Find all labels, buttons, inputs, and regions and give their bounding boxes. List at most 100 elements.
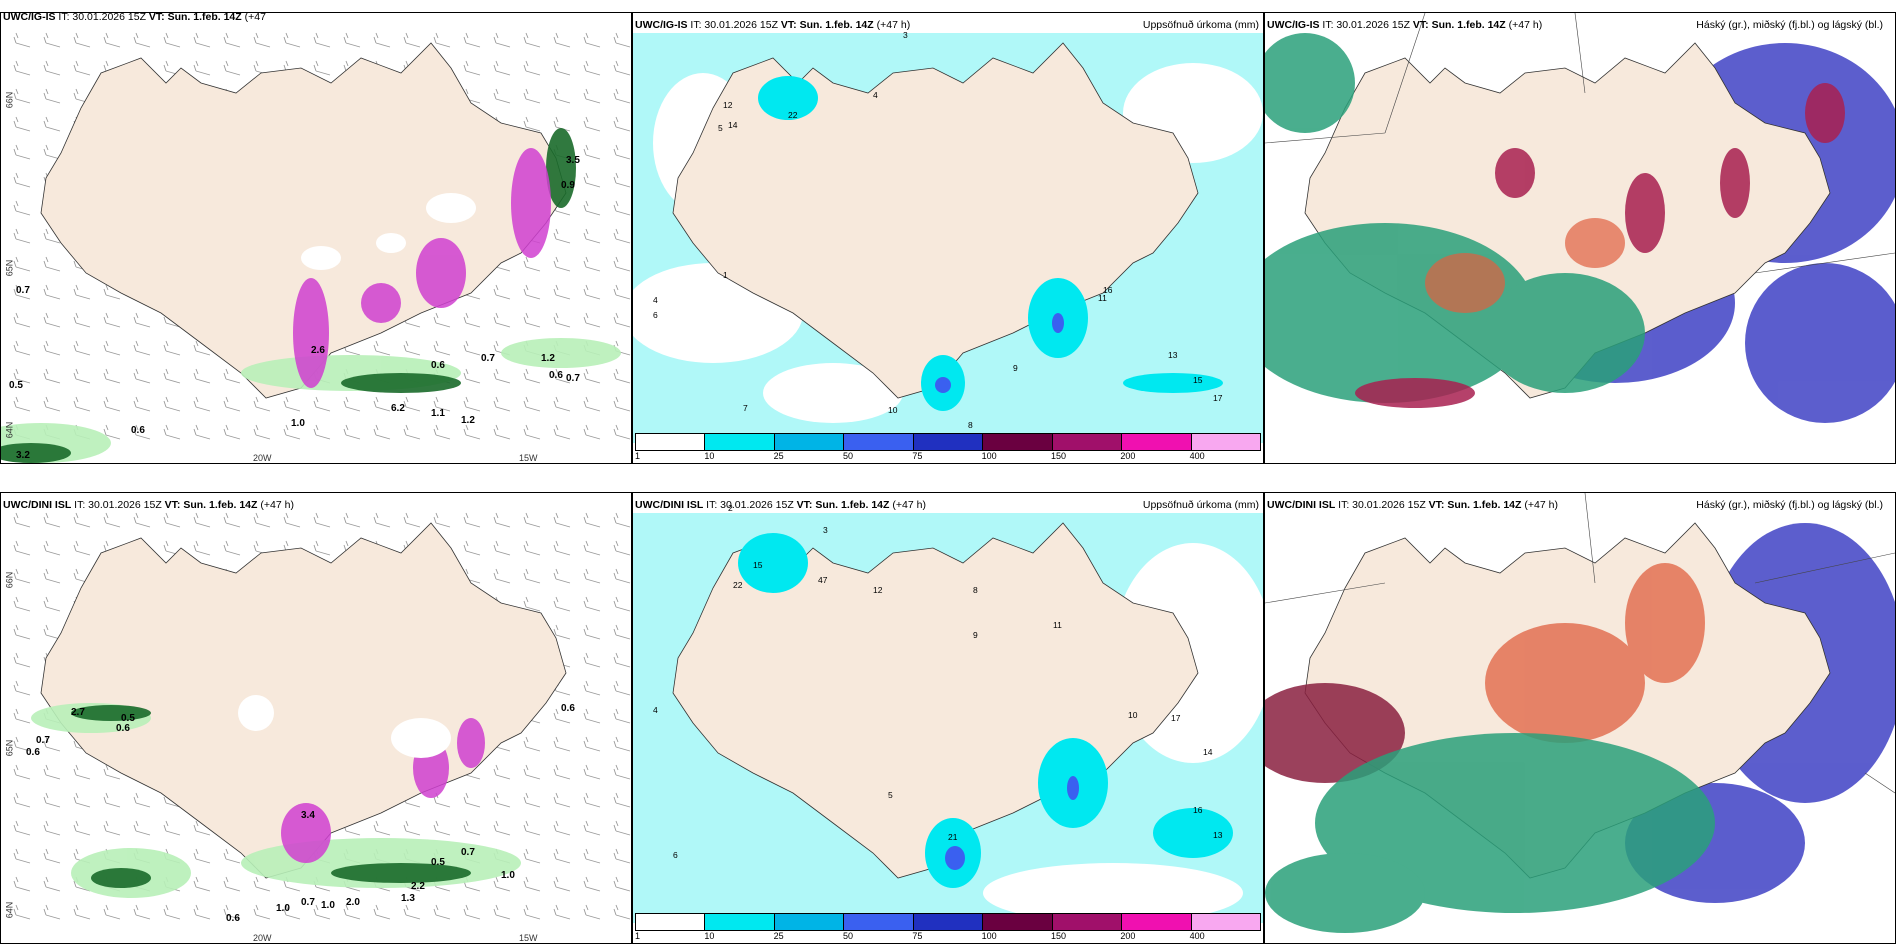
colorbar-swatch — [1191, 914, 1260, 930]
wind-barb-icon — [73, 540, 91, 556]
value-label: 2 — [728, 503, 733, 513]
wind-barb-icon — [433, 904, 451, 920]
precip-panel-bottom-unit: Uppsöfnuð úrkoma (mm) — [1142, 499, 1259, 511]
wind-barb-icon — [403, 396, 421, 412]
wind-barb-icon — [553, 512, 571, 528]
wind-barb-icon — [583, 652, 601, 668]
wind-barb-icon — [73, 792, 91, 808]
wind-barb-icon — [523, 116, 541, 132]
value-label: 1.0 — [291, 418, 305, 429]
wind-panel-bottom-title: UWC/DINI ISL IT: 30.01.2026 15Z VT: Sun.… — [3, 499, 294, 511]
colorbar-swatch — [844, 434, 914, 450]
wind-barb-icon — [433, 340, 451, 356]
wind-barb-icon — [43, 116, 61, 132]
wind-barb-icon — [13, 680, 31, 696]
wind-panel-bottom: 2.7 0.6 0.5 0.7 0.6 0.6 3.4 0.7 0.5 1.0 0.7 2.0 1.0 2… — [0, 492, 632, 944]
wind-barb-icon — [523, 792, 541, 808]
iceland-landmass — [672, 522, 1199, 879]
wind-barb-icon — [43, 568, 61, 584]
wind-barb-icon — [13, 200, 31, 216]
title-it: IT: 30.01.2026 15Z — [1322, 19, 1410, 31]
wind-barb-icon — [283, 32, 301, 48]
wind-barb-icon — [193, 848, 211, 864]
wind-barb-icon — [43, 144, 61, 160]
wind-barb-icon — [73, 512, 91, 528]
wind-barb-icon — [13, 340, 31, 356]
title-vt: VT: Sun. 1.feb. 14Z — [148, 12, 242, 23]
wind-barb-icon — [613, 512, 631, 528]
value-label: 0.5 — [9, 380, 23, 391]
value-label: 3.5 — [566, 155, 580, 166]
lat-label-65n: 65N — [4, 259, 15, 277]
value-label: 1.0 — [276, 903, 290, 914]
wind-barb-icon — [613, 764, 631, 780]
cloud-panel-top: UWC/IG-IS IT: 30.01.2026 15Z VT: Sun. 1.… — [1264, 12, 1896, 464]
wind-barb-icon — [583, 540, 601, 556]
colorbar-swatch — [1191, 434, 1260, 450]
colorbar-tick-label: 100 — [981, 931, 997, 941]
title-it: IT: 30.01.2026 15Z — [74, 499, 162, 511]
wind-barb-icon — [553, 540, 571, 556]
colorbar-tick-label: 400 — [1189, 931, 1205, 941]
colorbar-tick-label: 200 — [1120, 931, 1136, 941]
value-label: 3 — [823, 525, 828, 535]
wind-barb-icon — [493, 820, 511, 836]
wind-barb-icon — [103, 904, 121, 920]
cloud-panel-top-title: UWC/IG-IS IT: 30.01.2026 15Z VT: Sun. 1.… — [1267, 19, 1542, 31]
value-label: 0.7 — [566, 373, 580, 384]
wind-barb-icon — [163, 820, 181, 836]
wind-barb-icon — [103, 424, 121, 440]
wind-barb-icon — [433, 424, 451, 440]
wind-barb-icon — [283, 424, 301, 440]
wind-barb-icon — [103, 340, 121, 356]
wind-barb-icon — [223, 396, 241, 412]
wind-barb-icon — [103, 820, 121, 836]
wind-barb-icon — [583, 88, 601, 104]
wind-barb-icon — [493, 284, 511, 300]
wind-barb-icon — [553, 312, 571, 328]
precip-panel-top-title: UWC/IG-IS IT: 30.01.2026 15Z VT: Sun. 1.… — [635, 19, 910, 31]
wind-barb-icon — [13, 736, 31, 752]
wind-barb-icon — [193, 820, 211, 836]
title-model: UWC/IG-IS — [635, 19, 688, 31]
wind-barb-icon — [493, 312, 511, 328]
value-label: 0.6 — [561, 703, 575, 714]
wind-barb-icon — [163, 424, 181, 440]
wind-barb-icon — [613, 820, 631, 836]
value-label: 1.3 — [401, 893, 415, 904]
wind-barb-icon — [613, 116, 631, 132]
title-model: UWC/IG-IS — [1267, 19, 1320, 31]
wind-barb-icon — [13, 540, 31, 556]
wind-barb-icon — [163, 512, 181, 528]
wind-barb-icon — [403, 424, 421, 440]
precip-panel-top-unit: Uppsöfnuð úrkoma (mm) — [1142, 19, 1259, 31]
value-label: 0.6 — [549, 370, 563, 381]
value-label: 2.0 — [346, 897, 360, 908]
value-label: 16 — [1193, 805, 1203, 815]
wind-barb-icon — [73, 764, 91, 780]
value-label: 14 — [728, 120, 738, 130]
title-lead: (+47 h) — [876, 19, 911, 31]
value-label: 13 — [1168, 350, 1178, 360]
wind-barb-icon — [13, 396, 31, 412]
wind-barb-icon — [73, 396, 91, 412]
wind-barb-icon — [493, 568, 511, 584]
wind-barb-icon — [283, 396, 301, 412]
wind-barb-icon — [223, 876, 241, 892]
wind-barb-icon — [583, 512, 601, 528]
value-label: 1.1 — [431, 408, 445, 419]
wind-barb-icon — [553, 736, 571, 752]
wind-map-top: 0.70.50.63.21.06.20.60.7 1.20.6 0.71.11.22… — [1, 32, 631, 463]
value-label: 12 — [723, 100, 733, 110]
wind-barb-icon — [43, 904, 61, 920]
wind-barb-icon — [133, 820, 151, 836]
wind-map-bottom: 2.70.60.50.70.60.63.40.70.51.00.7 2.01.02… — [13, 512, 631, 924]
wind-barb-icon — [103, 512, 121, 528]
wind-barb-icon — [613, 424, 631, 440]
title-lead: (+47 h) — [1508, 19, 1543, 31]
wind-barb-icon — [553, 764, 571, 780]
wind-barb-icon — [523, 736, 541, 752]
wind-barb-icon — [43, 368, 61, 384]
wind-barb-icon — [43, 764, 61, 780]
wind-barb-icon — [13, 764, 31, 780]
